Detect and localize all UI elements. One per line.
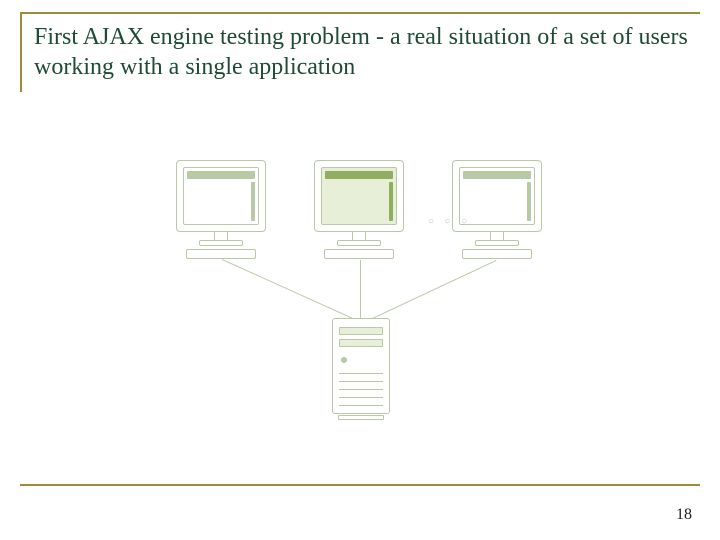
connection-line (368, 260, 496, 321)
client-monitor (452, 160, 542, 259)
connection-line (222, 259, 355, 320)
keyboard-icon (186, 249, 256, 259)
page-number: 18 (676, 506, 692, 524)
server-tower (332, 318, 390, 420)
client-monitor (314, 160, 404, 259)
footer-rule (20, 484, 700, 486)
connection-line (360, 260, 361, 320)
title-box: First AJAX engine testing problem - a re… (20, 12, 700, 92)
ellipsis-icon: ○ ○ ○ (428, 216, 471, 227)
client-monitor (176, 160, 266, 259)
keyboard-icon (462, 249, 532, 259)
keyboard-icon (324, 249, 394, 259)
page-title: First AJAX engine testing problem - a re… (34, 22, 688, 82)
architecture-diagram: ○ ○ ○ (170, 160, 550, 420)
